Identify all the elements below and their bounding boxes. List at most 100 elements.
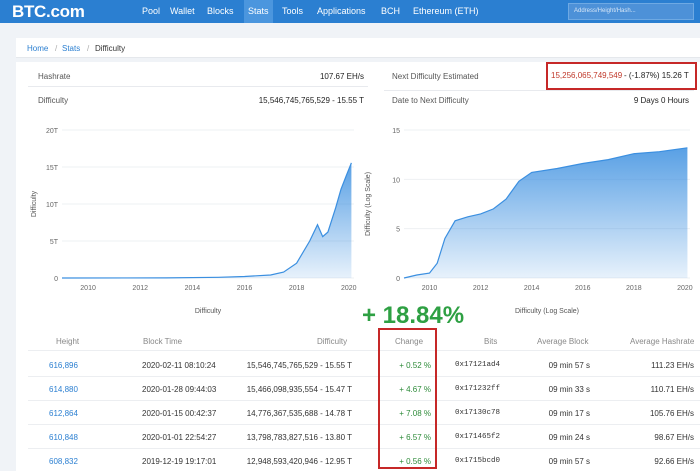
cell-height[interactable]: 608,832 [49, 457, 78, 466]
nav-blocks[interactable]: Blocks [207, 6, 234, 16]
cell-height[interactable]: 614,880 [49, 385, 78, 394]
y-tick-label: 10 [392, 177, 400, 184]
x-tick-label: 2012 [473, 285, 489, 292]
x-tick-label: 2020 [341, 285, 357, 292]
column-header-change: Change [395, 337, 424, 346]
cell-bits: 0x171465f2 [455, 433, 501, 441]
y-axis-label: Difficulty (Log Scale) [365, 172, 372, 236]
cell-block-time: 2020-01-28 09:44:03 [142, 385, 217, 394]
hashrate-value: 107.67 EH/s [319, 72, 364, 81]
nav-bch[interactable]: BCH [381, 6, 401, 16]
difficulty-area [404, 147, 688, 278]
x-tick-label: 2020 [677, 285, 693, 292]
cell-difficulty: 15,466,098,935,554 - 15.47 T [246, 385, 352, 394]
breadcrumb-stats[interactable]: Stats [62, 44, 81, 53]
cell-average-hashrate: 105.76 EH/s [649, 409, 694, 418]
search-input[interactable]: Address/Height/Hash... [568, 3, 694, 20]
cell-bits: 0x171232ff [455, 385, 501, 393]
cell-average-block: 09 min 33 s [548, 385, 590, 394]
btc-logo[interactable]: BTC.com [12, 2, 85, 21]
x-tick-label: 2018 [289, 285, 305, 292]
cell-change: + 7.08 % [399, 409, 431, 418]
cell-block-time: 2019-12-19 19:17:01 [142, 457, 217, 466]
y-axis-label: Difficulty [31, 190, 38, 217]
cell-change: + 6.57 % [399, 433, 431, 442]
breadcrumb-home[interactable]: Home [27, 44, 49, 53]
cell-difficulty: 12,948,593,420,946 - 12.95 T [246, 457, 352, 466]
change-column-highlight [378, 328, 437, 469]
nav-tools[interactable]: Tools [282, 6, 304, 16]
cell-change: + 0.52 % [399, 361, 431, 370]
cell-difficulty: 14,776,367,535,688 - 14.78 T [246, 409, 352, 418]
next-difficulty-value: 15,256,065,749,549 [551, 71, 623, 80]
y-tick-label: 10T [46, 202, 59, 209]
nav-ethereum[interactable]: Ethereum (ETH) [413, 6, 479, 16]
nav-pool[interactable]: Pool [142, 6, 161, 16]
next-date-label: Date to Next Difficulty [392, 96, 469, 105]
nav-wallet[interactable]: Wallet [170, 6, 195, 16]
difficulty-value: 15,546,745,765,529 - 15.55 T [258, 96, 364, 105]
difficulty-log-chart: 0 5 10 15 2010 2012 2014 2016 2018 2020 Difficulty… [365, 128, 693, 315]
difficulty-line [61, 162, 352, 279]
top-navbar [0, 0, 700, 23]
next-difficulty-highlight [546, 62, 697, 90]
divider [384, 90, 694, 91]
cell-height[interactable]: 610,848 [49, 433, 78, 442]
column-header-block-time: Block Time [143, 337, 183, 346]
difficulty-chart: 0 5T 10T 15T 20T 2010 2012 2014 2016 2018 2020 Diff… [31, 128, 357, 315]
cell-average-block: 09 min 57 s [548, 361, 590, 370]
cell-average-block: 09 min 57 s [548, 457, 590, 466]
x-tick-label: 2012 [132, 285, 148, 292]
nav-applications[interactable]: Applications [317, 6, 366, 16]
x-tick-label: 2016 [575, 285, 591, 292]
next-difficulty-label: Next Difficulty Estimated [392, 72, 479, 81]
y-tick-label: 0 [396, 276, 400, 283]
nav-stats[interactable]: Stats [244, 0, 273, 23]
cell-average-block: 09 min 17 s [548, 409, 590, 418]
column-header-bits: Bits [484, 337, 498, 346]
next-date-value: 9 Days 0 Hours [633, 96, 689, 105]
column-header-height: Height [56, 337, 80, 346]
cell-average-hashrate: 92.66 EH/s [654, 457, 694, 466]
column-header-average-block: Average Block [537, 337, 589, 346]
breadcrumb-current: Difficulty [95, 44, 126, 53]
cell-change: + 4.67 % [399, 385, 431, 394]
cell-block-time: 2020-01-01 22:54:27 [142, 433, 217, 442]
cell-difficulty: 15,546,745,765,529 - 15.55 T [246, 361, 352, 370]
x-axis-label: Difficulty (Log Scale) [515, 308, 579, 315]
cell-bits: 0x17121ad4 [455, 361, 501, 369]
breadcrumb-separator: / [55, 44, 58, 53]
table-divider [28, 400, 700, 401]
cell-average-hashrate: 111.23 EH/s [651, 361, 694, 370]
y-tick-label: 5T [50, 239, 59, 246]
cell-average-hashrate: 110.71 EH/s [650, 385, 694, 394]
difficulty-label: Difficulty [38, 96, 69, 105]
y-tick-label: 15 [392, 128, 400, 135]
table-divider [28, 448, 700, 449]
cell-block-time: 2020-01-15 00:42:37 [142, 409, 217, 418]
x-tick-label: 2018 [626, 285, 642, 292]
cell-average-block: 09 min 24 s [548, 433, 590, 442]
table-divider [28, 424, 700, 425]
cell-average-hashrate: 98.67 EH/s [654, 433, 694, 442]
x-tick-label: 2010 [422, 285, 438, 292]
next-difficulty-change: - (-1.87%) 15.26 T [624, 71, 689, 80]
difficulty-area [62, 162, 352, 278]
breadcrumb [16, 38, 700, 58]
table-divider [28, 376, 700, 377]
column-header-average-hashrate: Average Hashrate [630, 337, 695, 346]
breadcrumb-separator: / [87, 44, 90, 53]
x-tick-label: 2014 [524, 285, 540, 292]
x-tick-label: 2010 [80, 285, 96, 292]
cell-height[interactable]: 616,896 [49, 361, 78, 370]
cell-height[interactable]: 612,864 [49, 409, 78, 418]
hashrate-label: Hashrate [38, 72, 71, 81]
y-tick-label: 5 [396, 227, 400, 234]
cell-difficulty: 13,798,783,827,516 - 13.80 T [246, 433, 352, 442]
y-tick-label: 20T [46, 128, 59, 135]
x-tick-label: 2014 [185, 285, 201, 292]
cell-block-time: 2020-02-11 08:10:24 [142, 361, 216, 370]
cell-change: + 0.56 % [399, 457, 431, 466]
y-tick-label: 15T [46, 165, 59, 172]
cell-bits: 0x17130c78 [455, 409, 501, 417]
